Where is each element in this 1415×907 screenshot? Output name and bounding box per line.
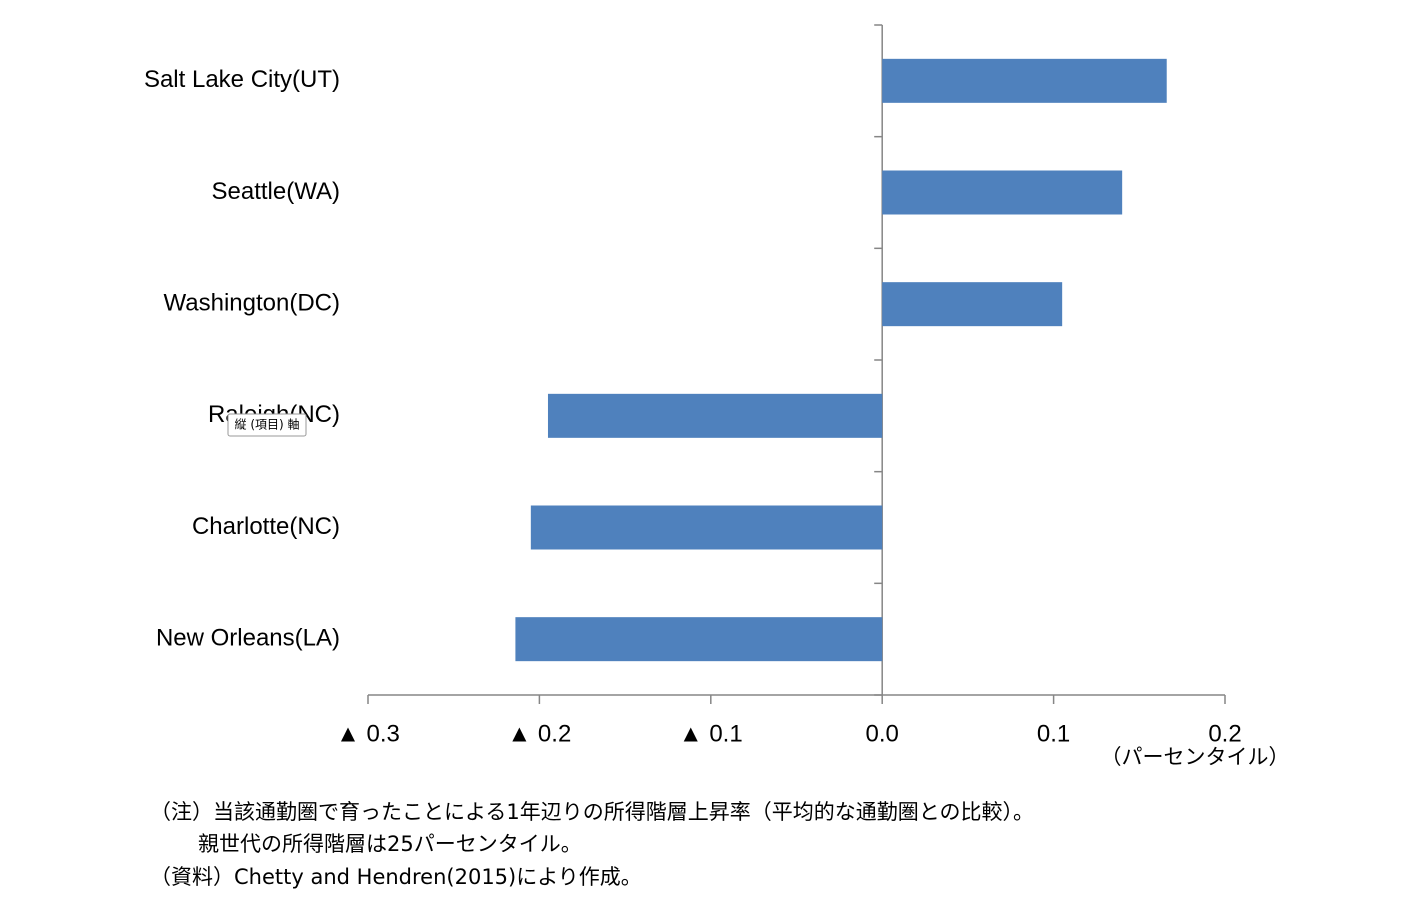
bar xyxy=(882,58,1167,103)
bar xyxy=(882,282,1063,327)
y-tick-label: Washington(DC) xyxy=(164,290,341,317)
x-tick-label: 0.2 xyxy=(1208,720,1241,747)
bar xyxy=(882,170,1123,215)
x-tick-label: ▲ 0.1 xyxy=(679,720,743,747)
note: （注）当該通勤圏で育ったことによる1年辺りの所得階層上昇率（平均的な通勤圏との比… xyxy=(150,800,1034,824)
bar xyxy=(515,617,883,662)
tooltip: 縦 (項目) 軸 xyxy=(235,418,300,432)
note: 親世代の所得階層は25パーセンタイル。 xyxy=(198,832,582,856)
x-tick-label: 0.0 xyxy=(866,720,899,747)
y-tick-label: Salt Lake City(UT) xyxy=(144,66,340,93)
y-tick-label: Charlotte(NC) xyxy=(192,513,340,540)
x-tick-label: ▲ 0.2 xyxy=(508,720,572,747)
x-tick-label: 0.1 xyxy=(1037,720,1070,747)
note: （資料）Chetty and Hendren(2015)により作成。 xyxy=(150,865,642,889)
bar xyxy=(547,393,883,438)
x-unit-label: （パーセンタイル） xyxy=(1101,745,1290,769)
x-tick-label: ▲ 0.3 xyxy=(336,720,400,747)
y-tick-label: New Orleans(LA) xyxy=(156,625,340,652)
bar xyxy=(530,505,883,550)
tooltip-box xyxy=(227,413,307,437)
y-tick-label: Seattle(WA) xyxy=(212,178,340,205)
